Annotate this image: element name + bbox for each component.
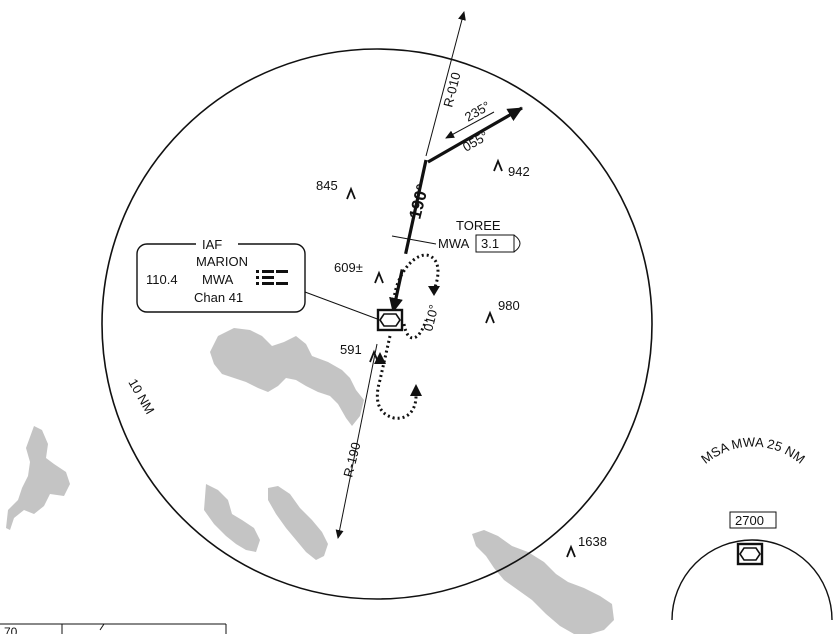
corner-text: 70 [4,625,18,634]
iaf-header-gap [196,238,238,250]
obstacle-icon [493,158,503,172]
obstacle-elevation: 845 [316,178,338,193]
holding-return [402,319,428,340]
obstacle-elevation: 980 [498,298,520,313]
toree-distance-box [475,234,515,253]
procedure-turn-reverse [445,111,495,139]
iaf-ident: MWA [202,272,234,287]
vor-dme-icon [376,308,404,332]
toree-facility: MWA [438,236,470,251]
lake-south-left [204,484,260,552]
obstacle-icon [369,349,379,363]
lake-south-right [472,530,614,634]
radial-south-line [335,343,378,539]
lake-west [6,426,70,530]
inbound-course-line [389,159,428,313]
procedure-turn-inbound-label: 055° [460,128,491,154]
toree-distance-box-cap [513,234,521,253]
obstacle-elevation: 591 [340,342,362,357]
obstacle-icon [566,544,576,558]
toree-distance: 3.1 [481,236,499,251]
ten-nm-ring [101,48,653,600]
iaf-leader-line [304,291,381,321]
inbound-course-label: 190° [405,182,432,221]
msa-altitude: 2700 [735,513,764,528]
radial-north-label: R-010 [440,71,463,109]
radial-south-label: R-190 [340,441,363,479]
iaf-channel: Chan 41 [194,290,243,305]
procedure-turn-barb [427,106,523,164]
southern-track [375,335,418,420]
corner-legend: 70 [0,623,227,634]
msa-circle [671,539,833,621]
msa-altitude-box [729,511,777,529]
holding-pattern [392,253,440,301]
iaf-name: MARION [196,254,248,269]
iaf-header: IAF [202,237,222,252]
lake-central [210,328,364,426]
holding-arrow [428,286,440,296]
vor-dme-icon [736,542,764,566]
obstacle-elevation: 942 [508,164,530,179]
obstacle-icon [485,310,495,324]
obstacle-elevation: 609± [334,260,363,275]
radial-north-line [425,11,466,157]
ring-label: 10 NM [125,376,157,417]
toree-name: TOREE [456,218,501,233]
toree-fix-tick [391,235,437,245]
water-bodies [6,328,614,634]
southern-track-arrow [410,384,422,396]
morse-code-icon [256,270,288,285]
obstacle-icon [346,186,356,200]
msa-title: MSA MWA 25 NM [698,434,808,466]
hold-course-label: 010° [420,303,441,333]
obstacles: 845 942 609± 980 591 1638 [316,158,607,558]
iaf-frequency: 110.4 [146,272,178,287]
msa-circle-group: MSA MWA 25 NM 2700 [671,434,833,621]
obstacle-icon [374,270,384,284]
lake-south-mid [268,486,328,560]
obstacle-elevation: 1638 [578,534,607,549]
